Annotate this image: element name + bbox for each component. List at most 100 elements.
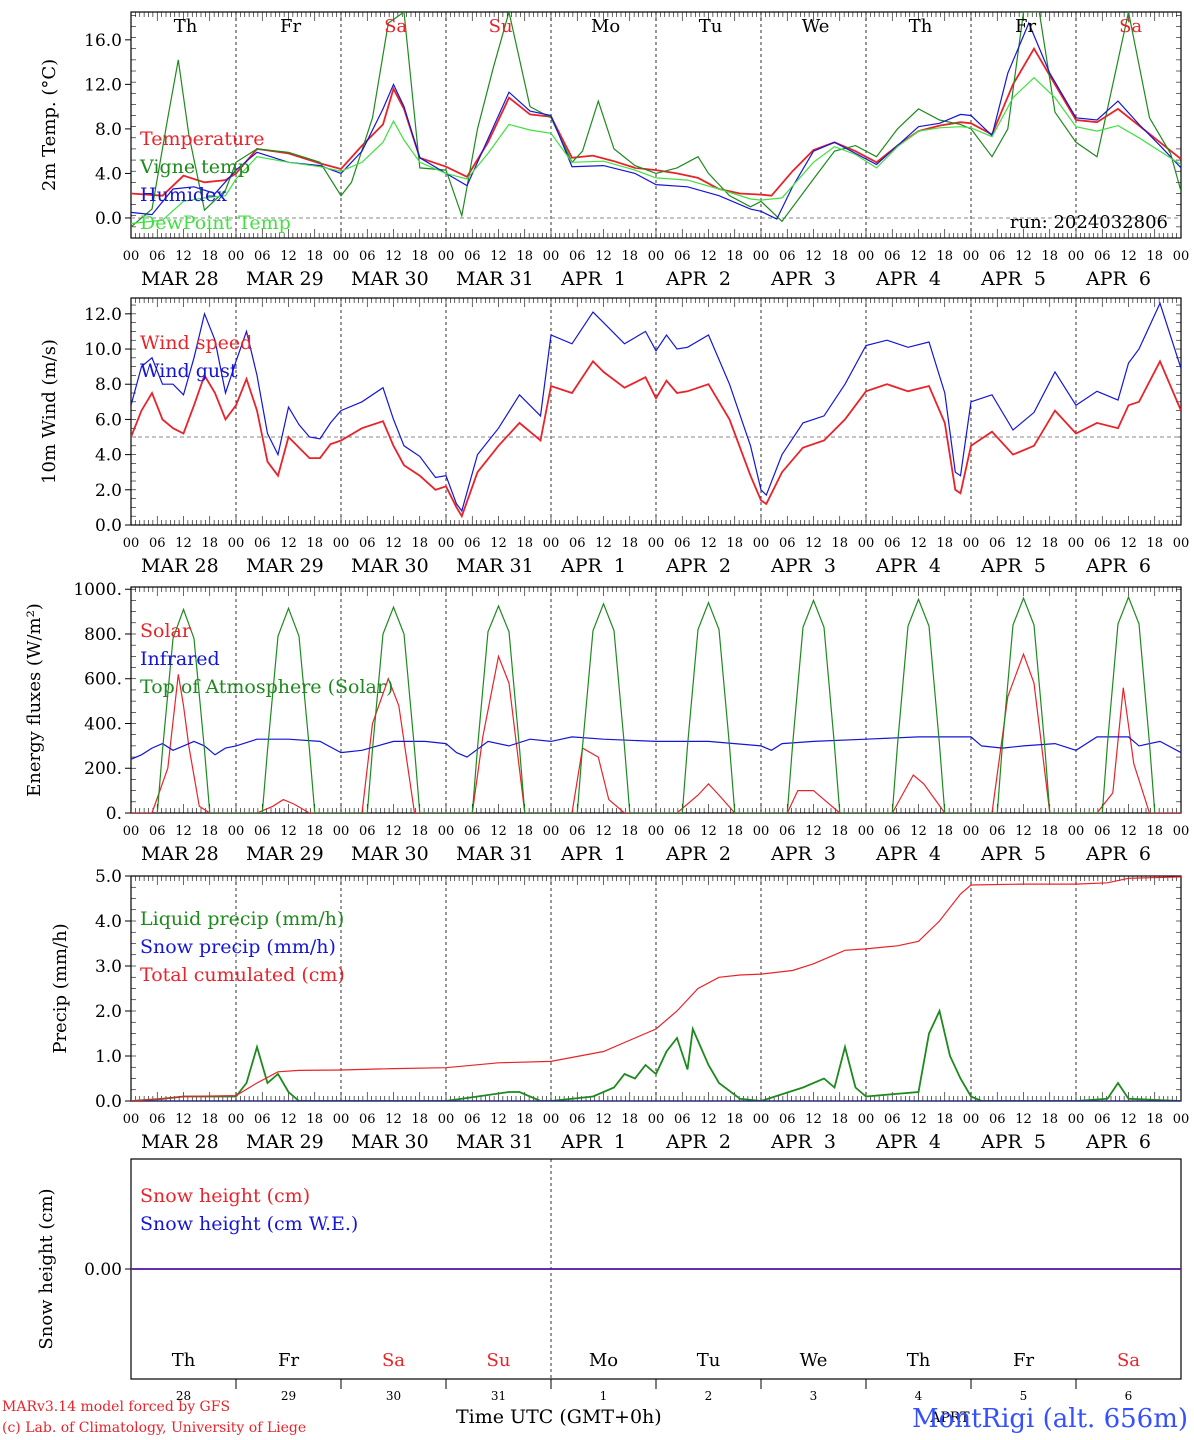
hour-tick-label: 06	[254, 536, 271, 551]
panel-4	[125, 875, 1182, 1102]
hour-tick-label: 00	[1173, 536, 1190, 551]
y-tick-label: 0.0	[95, 516, 122, 536]
series-line-total-cumulated-cm-	[131, 876, 1181, 1101]
weekday-label: Sa	[1117, 1350, 1140, 1371]
legend-entry: DewPoint Temp	[140, 212, 291, 234]
hour-tick-label: 00	[333, 1112, 350, 1127]
weekday-label: Th	[172, 1350, 196, 1371]
overlay-text: APRT	[929, 1410, 970, 1426]
y-axis-label: Precip (mm/h)	[50, 923, 71, 1053]
y-axis-label: 10m Wind (m/s)	[39, 339, 60, 484]
hour-tick-label: 18	[1041, 249, 1058, 264]
hour-tick-label: 06	[1094, 824, 1111, 839]
legend-entry: Infrared	[140, 648, 220, 670]
date-label: MAR 29	[246, 268, 324, 290]
weekday-label: We	[802, 16, 830, 37]
hour-tick-label: 06	[254, 249, 271, 264]
panel-1	[125, 11, 1182, 239]
date-label: APR 5	[980, 555, 1046, 577]
y-tick-label: 0.00	[84, 1260, 122, 1280]
hour-tick-label: 06	[359, 824, 376, 839]
y-tick-label: 6.0	[95, 410, 122, 430]
date-label: APR 2	[665, 843, 731, 865]
date-label: APR 1	[560, 1131, 626, 1153]
hour-tick-label: 00	[648, 249, 665, 264]
hour-tick-label: 06	[674, 536, 691, 551]
series-line-wind-gust	[131, 301, 1181, 513]
weekday-label: Mo	[591, 16, 620, 37]
hour-tick-label: 00	[543, 1112, 560, 1127]
legend-entry: Snow precip (mm/h)	[140, 936, 336, 958]
hour-tick-label: 18	[1146, 1112, 1163, 1127]
weekday-label: We	[800, 1350, 828, 1371]
hour-tick-label: 06	[989, 249, 1006, 264]
series-line-temperature	[131, 46, 1181, 197]
series-line-top-of-atmosphere-solar-	[156, 595, 1156, 813]
hour-tick-label: 06	[674, 249, 691, 264]
y-tick-label: 5.0	[95, 867, 122, 887]
hour-tick-label: 06	[884, 249, 901, 264]
hour-tick-label: 18	[516, 824, 533, 839]
hour-tick-label: 18	[726, 1112, 743, 1127]
weekday-label: Tu	[697, 1350, 721, 1371]
y-tick-label: 8.0	[95, 375, 122, 395]
hour-tick-label: 18	[201, 536, 218, 551]
hour-tick-label: 12	[1120, 249, 1137, 264]
date-label: MAR 31	[456, 268, 534, 290]
legend-entry: Top of Atmosphere (Solar)	[140, 676, 393, 698]
hour-tick-label: 18	[306, 1112, 323, 1127]
hour-tick-label: 00	[963, 1112, 980, 1127]
series-line-dewpoint-temp	[131, 76, 1181, 225]
hour-tick-label: 06	[989, 536, 1006, 551]
hour-tick-label: 00	[543, 536, 560, 551]
y-tick-label: 4.0	[95, 912, 122, 932]
y-tick-label: 8.0	[95, 120, 122, 140]
hour-tick-label: 12	[910, 1112, 927, 1127]
hour-tick-label: 00	[753, 1112, 770, 1127]
hour-tick-label: 00	[1173, 824, 1190, 839]
date-label: APR 5	[980, 268, 1046, 290]
date-label: MAR 28	[141, 268, 219, 290]
hour-tick-label: 00	[123, 1112, 140, 1127]
hour-tick-label: 12	[700, 249, 717, 264]
hour-tick-label: 12	[175, 536, 192, 551]
y-tick-label: 0.	[106, 804, 122, 824]
weekday-label: Sa	[1119, 16, 1142, 37]
hour-tick-label: 06	[359, 536, 376, 551]
weekday-label: Th	[909, 16, 933, 37]
hour-tick-label: 18	[1041, 1112, 1058, 1127]
hour-tick-label: 12	[700, 536, 717, 551]
hour-tick-label: 00	[543, 249, 560, 264]
day-number-label: 2	[705, 1389, 713, 1403]
hour-tick-label: 06	[779, 249, 796, 264]
hour-tick-label: 00	[753, 536, 770, 551]
credit-line-2: (c) Lab. of Climatology, University of L…	[2, 1420, 307, 1436]
hour-tick-label: 12	[175, 249, 192, 264]
date-label: MAR 29	[246, 1131, 324, 1153]
date-label: APR 4	[875, 555, 941, 577]
hour-tick-label: 12	[490, 536, 507, 551]
hour-tick-label: 18	[1146, 824, 1163, 839]
legend-entry: Wind gust	[140, 360, 238, 382]
date-label: APR 1	[560, 268, 626, 290]
hour-tick-label: 00	[1068, 249, 1085, 264]
hour-tick-label: 18	[411, 824, 428, 839]
hour-tick-label: 12	[910, 536, 927, 551]
hour-tick-label: 00	[858, 536, 875, 551]
hour-tick-label: 00	[858, 1112, 875, 1127]
date-label: APR 6	[1085, 843, 1151, 865]
hour-tick-label: 06	[149, 1112, 166, 1127]
hour-tick-label: 00	[438, 249, 455, 264]
hour-tick-label: 00	[438, 536, 455, 551]
weekday-label: Tu	[699, 16, 723, 37]
weekday-label: Fr	[1015, 16, 1036, 37]
hour-tick-label: 06	[779, 536, 796, 551]
date-label: APR 3	[770, 555, 836, 577]
day-number-label: 29	[281, 1389, 296, 1403]
date-label: APR 5	[980, 1131, 1046, 1153]
hour-tick-label: 12	[805, 536, 822, 551]
date-label: APR 3	[770, 268, 836, 290]
panel-2	[125, 297, 1182, 526]
hour-tick-label: 06	[674, 824, 691, 839]
